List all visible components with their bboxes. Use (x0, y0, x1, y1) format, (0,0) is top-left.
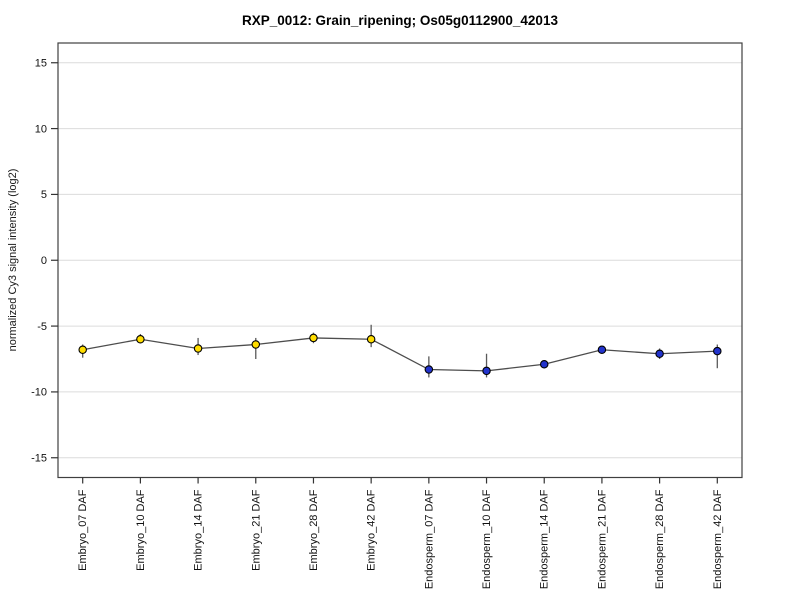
plot-area: -15 -10 -5 0 5 10 15 Embryo_07 DAF Embryo_10 DAF… (31, 42, 743, 589)
y-tick-label: 0 (41, 255, 47, 267)
chart-title: RXP_0012: Grain_ripening; Os05g0112900_4… (242, 13, 558, 28)
series-line (82, 337, 718, 372)
y-tick-label: 5 (41, 189, 47, 201)
x-tick-label: Endosperm_28 DAF (654, 489, 666, 589)
x-tick-label: Embryo_14 DAF (193, 489, 205, 571)
data-point-endosperm-10 (655, 349, 664, 358)
x-tick-label: Embryo_10 DAF (135, 489, 147, 571)
x-tick-label: Embryo_21 DAF (250, 489, 262, 571)
x-tick-label: Endosperm_42 DAF (712, 489, 724, 589)
y-tick-label: -15 (31, 453, 47, 465)
y-tick-label: 15 (35, 58, 47, 70)
x-tick-label: Endosperm_10 DAF (481, 489, 493, 589)
data-point-endosperm-7 (482, 366, 491, 376)
x-tick-label: Embryo_42 DAF (366, 489, 378, 571)
data-point-embryo-0 (78, 345, 87, 355)
x-tick-label: Endosperm_21 DAF (596, 489, 608, 589)
data-point-endosperm-9 (597, 345, 607, 355)
data-point-embryo-2 (193, 344, 203, 353)
data-point-embryo-4 (309, 333, 318, 343)
x-tick-label: Embryo_07 DAF (77, 489, 89, 571)
x-tick-label: Embryo_28 DAF (308, 489, 320, 571)
y-tick-label: 10 (35, 123, 47, 135)
x-tick-label: Endosperm_07 DAF (423, 489, 435, 589)
y-axis-title: normalized Cy3 signal intensity (log2) (7, 169, 19, 352)
y-tick-label: -5 (37, 321, 47, 333)
x-tick-label: Endosperm_14 DAF (539, 489, 551, 589)
data-point-endosperm-8 (539, 360, 549, 369)
data-point-embryo-5 (366, 334, 376, 344)
y-tick-label: -10 (31, 387, 47, 399)
data-point-endosperm-11 (713, 346, 722, 356)
data-point-embryo-1 (136, 334, 145, 344)
data-point-embryo-3 (251, 340, 261, 349)
data-point-endosperm-6 (424, 365, 434, 374)
